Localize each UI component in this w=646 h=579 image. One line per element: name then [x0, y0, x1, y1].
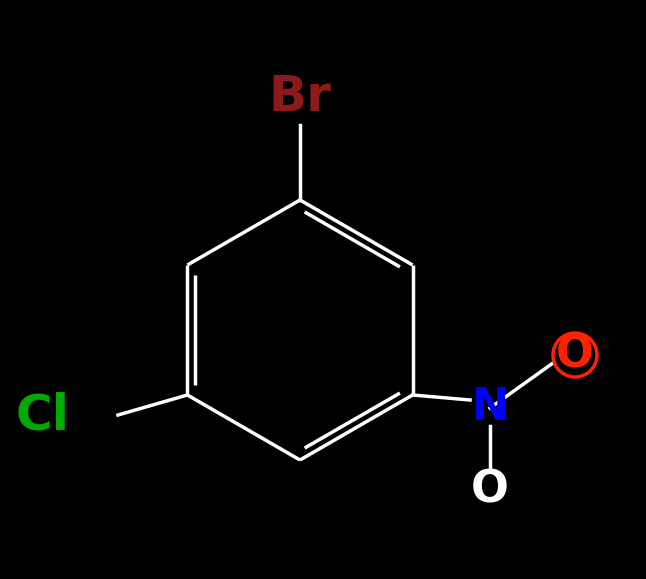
Text: N: N	[472, 387, 508, 430]
Text: Br: Br	[269, 73, 331, 121]
Text: O: O	[471, 468, 509, 511]
Text: Cl: Cl	[16, 391, 70, 439]
Text: O: O	[556, 334, 594, 376]
